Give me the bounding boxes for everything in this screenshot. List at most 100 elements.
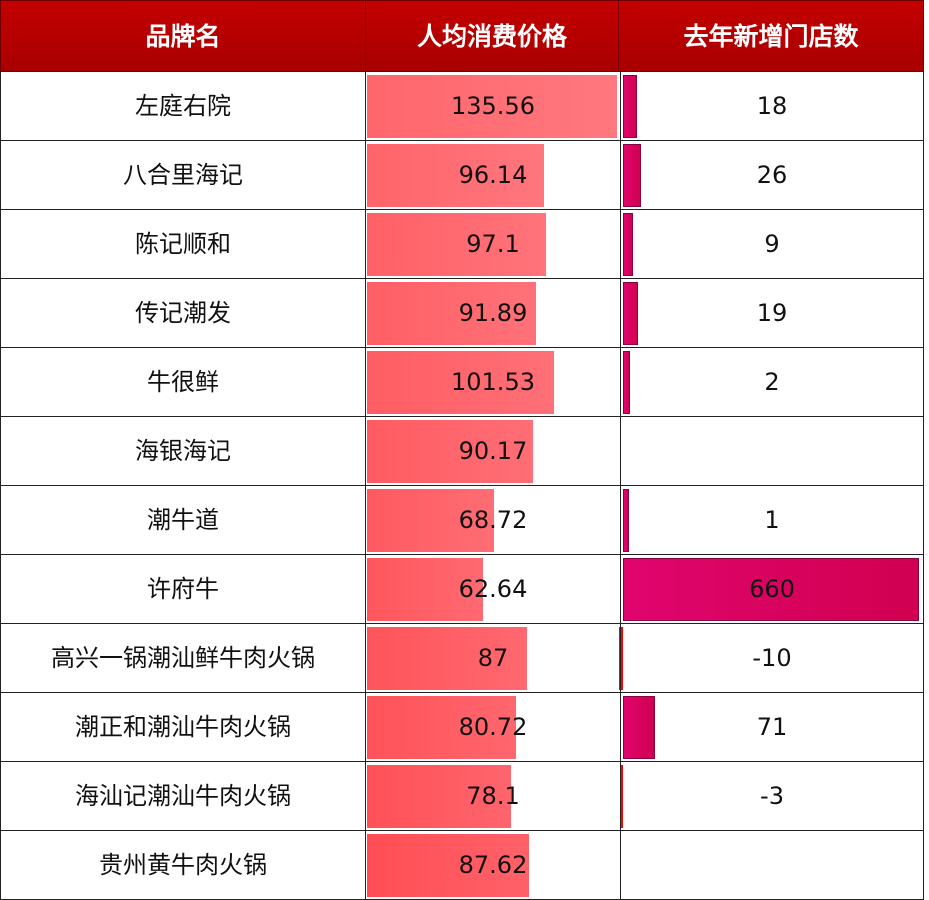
stores-cell: 660 xyxy=(749,575,795,603)
stores-bar xyxy=(623,144,641,207)
stores-bar xyxy=(623,558,919,621)
brand-cell: 潮正和潮汕牛肉火锅 xyxy=(75,713,291,741)
stores-cell: 1 xyxy=(764,506,780,534)
column-divider xyxy=(365,210,366,278)
stores-cell xyxy=(621,417,923,485)
stores-cell: -3 xyxy=(760,782,784,810)
price-bar xyxy=(367,489,494,552)
column-divider xyxy=(620,762,621,830)
price-cell: 68.72 xyxy=(458,506,528,534)
brand-cell: 传记潮发 xyxy=(135,299,231,327)
price-bar xyxy=(367,351,554,414)
brand-cell: 高兴一锅潮汕鲜牛肉火锅 xyxy=(51,644,315,672)
price-cell: 96.14 xyxy=(458,161,528,189)
table-row: 八合里海记 96.14 26 xyxy=(0,141,924,210)
stores-cell: 2 xyxy=(764,368,780,396)
brand-cell: 左庭右院 xyxy=(135,92,231,120)
stores-bar xyxy=(623,213,633,276)
column-divider xyxy=(365,417,366,485)
stores-cell xyxy=(621,831,923,899)
column-divider xyxy=(620,417,621,485)
brand-cell: 牛很鲜 xyxy=(147,368,219,396)
stores-cell: 18 xyxy=(756,92,788,120)
header-divider xyxy=(618,1,619,73)
stores-cell: -10 xyxy=(752,644,792,672)
column-divider xyxy=(365,141,366,209)
price-cell: 87 xyxy=(477,644,509,672)
price-cell: 97.1 xyxy=(466,230,520,258)
price-bar xyxy=(367,834,529,897)
table-row: 传记潮发 91.89 19 xyxy=(0,279,924,348)
price-cell: 78.1 xyxy=(466,782,520,810)
table-row: 许府牛 62.64 660 xyxy=(0,555,924,624)
price-bar xyxy=(367,144,544,207)
header-divider xyxy=(365,1,366,73)
price-bar xyxy=(367,213,546,276)
price-cell: 91.89 xyxy=(458,299,528,327)
price-cell: 101.53 xyxy=(451,368,535,396)
column-divider xyxy=(620,141,621,209)
table-row: 海银海记 90.17 xyxy=(0,417,924,486)
brand-cell: 贵州黄牛肉火锅 xyxy=(99,851,267,879)
brand-cell: 八合里海记 xyxy=(123,161,243,189)
column-divider xyxy=(620,693,621,761)
column-divider xyxy=(620,624,621,692)
column-divider xyxy=(365,555,366,623)
price-bar xyxy=(367,420,533,483)
price-cell: 90.17 xyxy=(458,437,528,465)
stores-bar xyxy=(623,696,655,759)
column-divider xyxy=(365,279,366,347)
brand-cell: 海银海记 xyxy=(135,437,231,465)
price-bar xyxy=(367,282,536,345)
column-divider xyxy=(365,762,366,830)
brand-cell: 许府牛 xyxy=(147,575,219,603)
price-bar xyxy=(367,627,527,690)
table-header: 品牌名 人均消费价格 去年新增门店数 xyxy=(0,0,924,73)
stores-cell: 71 xyxy=(756,713,788,741)
stores-cell: 9 xyxy=(764,230,780,258)
table-row: 牛很鲜 101.53 2 xyxy=(0,348,924,417)
price-cell: 87.62 xyxy=(458,851,528,879)
column-divider xyxy=(620,831,621,899)
column-divider xyxy=(620,486,621,554)
table-row: 左庭右院 135.56 18 xyxy=(0,72,924,141)
column-divider xyxy=(620,72,621,140)
column-divider xyxy=(365,693,366,761)
column-divider xyxy=(620,348,621,416)
column-divider xyxy=(365,624,366,692)
stores-bar xyxy=(623,282,638,345)
stores-bar xyxy=(623,351,630,414)
stores-bar xyxy=(623,489,629,552)
price-bar xyxy=(367,696,516,759)
table-row: 海汕记潮汕牛肉火锅 78.1 -3 xyxy=(0,762,924,831)
column-divider xyxy=(620,279,621,347)
header-price: 人均消费价格 xyxy=(416,22,567,51)
stores-cell: 19 xyxy=(756,299,788,327)
stores-bar xyxy=(623,75,637,138)
brand-cell: 潮牛道 xyxy=(147,506,219,534)
price-bar xyxy=(367,558,483,621)
brand-cell: 海汕记潮汕牛肉火锅 xyxy=(75,782,291,810)
column-divider xyxy=(365,348,366,416)
column-divider xyxy=(620,555,621,623)
column-divider xyxy=(365,831,366,899)
table-row: 潮牛道 68.72 1 xyxy=(0,486,924,555)
header-stores: 去年新增门店数 xyxy=(683,22,859,51)
price-cell: 135.56 xyxy=(451,92,535,120)
brand-cell: 陈记顺和 xyxy=(135,230,231,258)
stores-negative-bar xyxy=(619,627,623,690)
price-cell: 62.64 xyxy=(458,575,528,603)
table-row: 高兴一锅潮汕鲜牛肉火锅 87 -10 xyxy=(0,624,924,693)
table-row: 贵州黄牛肉火锅 87.62 xyxy=(0,831,924,900)
column-divider xyxy=(620,210,621,278)
price-bar xyxy=(367,765,511,828)
stores-cell: 26 xyxy=(756,161,788,189)
table-row: 陈记顺和 97.1 9 xyxy=(0,210,924,279)
stores-negative-bar xyxy=(621,765,623,828)
price-cell: 80.72 xyxy=(458,713,528,741)
column-divider xyxy=(365,72,366,140)
table-row: 潮正和潮汕牛肉火锅 80.72 71 xyxy=(0,693,924,762)
column-divider xyxy=(365,486,366,554)
price-bar xyxy=(367,75,617,138)
